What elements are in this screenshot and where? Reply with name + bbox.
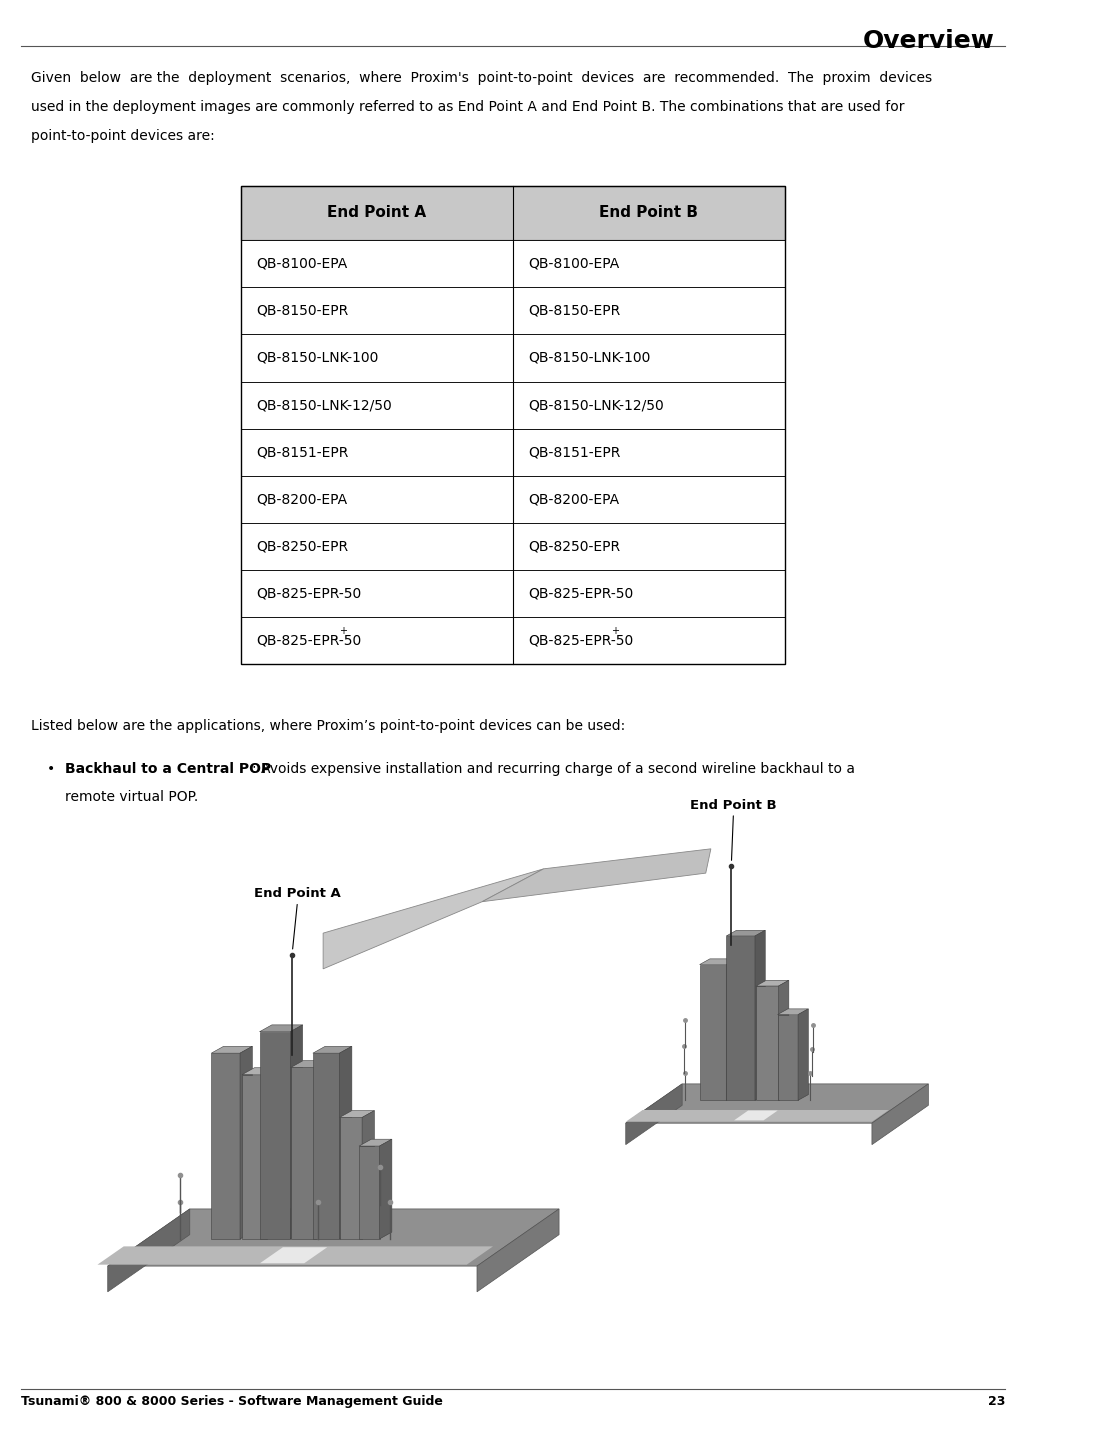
- FancyBboxPatch shape: [241, 334, 784, 382]
- Text: •: •: [47, 762, 55, 776]
- Polygon shape: [340, 1117, 362, 1239]
- Polygon shape: [323, 869, 543, 969]
- Text: QB-8100-EPA: QB-8100-EPA: [256, 257, 348, 270]
- Text: Tsunami® 800 & 8000 Series - Software Management Guide: Tsunami® 800 & 8000 Series - Software Ma…: [21, 1395, 442, 1408]
- Text: QB-825-EPR-50: QB-825-EPR-50: [528, 587, 634, 600]
- Polygon shape: [756, 980, 789, 986]
- Polygon shape: [211, 1046, 252, 1053]
- Polygon shape: [734, 1110, 778, 1120]
- Polygon shape: [290, 1060, 329, 1067]
- Polygon shape: [477, 1209, 559, 1292]
- Polygon shape: [312, 1046, 352, 1053]
- Polygon shape: [626, 1085, 682, 1145]
- Polygon shape: [98, 1246, 493, 1265]
- FancyBboxPatch shape: [241, 617, 784, 664]
- Text: +: +: [610, 626, 619, 636]
- Text: Overview: Overview: [864, 29, 996, 53]
- FancyBboxPatch shape: [241, 570, 784, 617]
- Polygon shape: [108, 1209, 190, 1292]
- Polygon shape: [290, 1025, 303, 1239]
- Text: used in the deployment images are commonly referred to as End Point A and End Po: used in the deployment images are common…: [31, 100, 904, 114]
- Polygon shape: [755, 930, 766, 1100]
- FancyBboxPatch shape: [241, 523, 784, 570]
- Polygon shape: [240, 1046, 252, 1239]
- Text: QB-8150-EPR: QB-8150-EPR: [256, 304, 349, 317]
- Text: QB-8150-EPR: QB-8150-EPR: [528, 304, 620, 317]
- Polygon shape: [266, 1067, 279, 1239]
- Text: End Point A: End Point A: [254, 887, 341, 900]
- Polygon shape: [726, 936, 755, 1100]
- Polygon shape: [779, 980, 789, 1100]
- Text: Given  below  are the  deployment  scenarios,  where  Proxim's  point-to-point  : Given below are the deployment scenarios…: [31, 71, 932, 86]
- Polygon shape: [626, 1085, 928, 1123]
- FancyBboxPatch shape: [241, 287, 784, 334]
- Text: QB-8150-LNK-12/50: QB-8150-LNK-12/50: [256, 399, 393, 412]
- Text: point-to-point devices are:: point-to-point devices are:: [31, 129, 215, 143]
- FancyBboxPatch shape: [241, 476, 784, 523]
- Text: Backhaul to a Central POP: Backhaul to a Central POP: [65, 762, 271, 776]
- Polygon shape: [242, 1075, 266, 1239]
- Text: End Point A: End Point A: [328, 206, 427, 220]
- FancyBboxPatch shape: [241, 429, 784, 476]
- Polygon shape: [700, 965, 726, 1100]
- Text: QB-825-EPR-50: QB-825-EPR-50: [528, 634, 634, 647]
- Text: QB-8250-EPR: QB-8250-EPR: [256, 540, 349, 553]
- Polygon shape: [211, 1053, 240, 1239]
- Polygon shape: [700, 959, 737, 965]
- Text: QB-8151-EPR: QB-8151-EPR: [528, 446, 620, 459]
- Text: : Avoids expensive installation and recurring charge of a second wireline backha: : Avoids expensive installation and recu…: [252, 762, 856, 776]
- Polygon shape: [778, 1009, 808, 1015]
- Polygon shape: [340, 1046, 352, 1239]
- Text: End Point B: End Point B: [600, 206, 698, 220]
- Polygon shape: [108, 1209, 559, 1266]
- Text: End Point B: End Point B: [690, 799, 777, 812]
- Polygon shape: [359, 1139, 392, 1146]
- Polygon shape: [359, 1146, 380, 1239]
- Text: 23: 23: [988, 1395, 1005, 1408]
- Text: QB-8100-EPA: QB-8100-EPA: [528, 257, 619, 270]
- Polygon shape: [260, 1248, 327, 1263]
- Polygon shape: [260, 1025, 302, 1032]
- Polygon shape: [317, 1060, 329, 1239]
- Polygon shape: [340, 1110, 374, 1117]
- Polygon shape: [242, 1067, 279, 1075]
- Text: QB-8250-EPR: QB-8250-EPR: [528, 540, 620, 553]
- Polygon shape: [799, 1009, 808, 1100]
- Polygon shape: [778, 1015, 799, 1100]
- FancyBboxPatch shape: [241, 240, 784, 287]
- Text: Listed below are the applications, where Proxim’s point-to-point devices can be : Listed below are the applications, where…: [31, 719, 625, 733]
- Polygon shape: [626, 1110, 889, 1122]
- Text: QB-8150-LNK-100: QB-8150-LNK-100: [256, 352, 378, 364]
- FancyBboxPatch shape: [241, 382, 784, 429]
- Polygon shape: [872, 1085, 928, 1145]
- Polygon shape: [482, 849, 711, 902]
- FancyBboxPatch shape: [241, 186, 784, 240]
- Text: remote virtual POP.: remote virtual POP.: [65, 790, 198, 805]
- Text: QB-8200-EPA: QB-8200-EPA: [528, 493, 619, 506]
- Polygon shape: [726, 959, 737, 1100]
- Polygon shape: [362, 1110, 374, 1239]
- Polygon shape: [756, 986, 779, 1100]
- Polygon shape: [312, 1053, 340, 1239]
- Polygon shape: [290, 1067, 317, 1239]
- Text: QB-825-EPR-50: QB-825-EPR-50: [256, 634, 362, 647]
- Text: QB-8200-EPA: QB-8200-EPA: [256, 493, 348, 506]
- Text: QB-8150-LNK-12/50: QB-8150-LNK-12/50: [528, 399, 664, 412]
- Text: QB-8150-LNK-100: QB-8150-LNK-100: [528, 352, 651, 364]
- Text: QB-825-EPR-50: QB-825-EPR-50: [256, 587, 362, 600]
- Polygon shape: [379, 1139, 392, 1239]
- Polygon shape: [260, 1032, 290, 1239]
- Polygon shape: [726, 930, 766, 936]
- Text: +: +: [339, 626, 348, 636]
- Text: QB-8151-EPR: QB-8151-EPR: [256, 446, 349, 459]
